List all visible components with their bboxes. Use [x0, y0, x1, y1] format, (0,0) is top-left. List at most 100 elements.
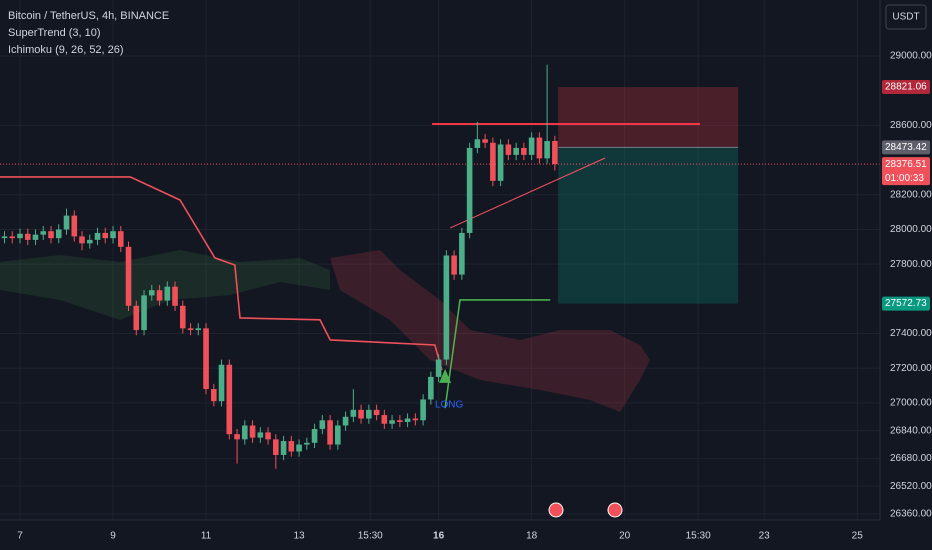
candle-body: [381, 415, 388, 424]
candle-body: [451, 255, 457, 275]
x-tick-label: 25: [852, 531, 864, 542]
candle-body: [164, 286, 171, 301]
candle-body: [404, 418, 411, 423]
candle-body: [226, 364, 233, 435]
candle-body: [234, 434, 240, 440]
price-tag-label: 28376.51: [885, 159, 927, 170]
x-tick-label: 16: [433, 531, 445, 542]
candle-body: [86, 239, 93, 244]
candle-body: [536, 137, 543, 159]
y-tick-label: 28600.00: [890, 120, 932, 131]
grid: [0, 0, 880, 520]
ichimoku-cloud-green: [0, 250, 330, 320]
candle-body: [241, 425, 248, 440]
drawing-line: [450, 157, 606, 229]
candle-body: [63, 215, 70, 230]
y-tick-label: 27200.00: [890, 363, 932, 374]
candle-body: [24, 233, 31, 240]
candle-body: [505, 144, 512, 155]
signal-arrow: [439, 368, 452, 383]
candle-body: [55, 229, 62, 239]
candle-body: [552, 141, 558, 165]
candle-body: [389, 420, 395, 424]
candle-body: [1, 236, 8, 239]
signal-label: LONG: [435, 400, 464, 411]
candle-body: [311, 428, 318, 443]
candle-body: [195, 328, 202, 331]
candle-body: [32, 234, 39, 240]
candle-body: [156, 290, 163, 301]
y-tick-label: 26840.00: [890, 425, 932, 436]
candle-body: [528, 137, 535, 155]
candle-body: [420, 399, 426, 421]
candle-body: [304, 442, 310, 445]
candle-body: [141, 295, 147, 331]
ichimoku-cloud-red: [330, 250, 650, 412]
supertrend-line: [444, 299, 551, 409]
candle-body: [397, 420, 403, 423]
candle-body: [17, 233, 23, 239]
x-tick-label: 15:30: [358, 531, 383, 542]
candle-body: [327, 420, 333, 445]
chart-title: Bitcoin / TetherUS, 4h, BINANCE: [8, 10, 169, 22]
candle-body: [358, 409, 364, 419]
candle-body: [443, 255, 450, 360]
candle-body: [187, 328, 194, 331]
x-tick-label: 11: [201, 531, 212, 542]
candle-body: [521, 147, 527, 155]
candle-body: [319, 420, 326, 429]
candle-body: [117, 231, 124, 247]
price-tag-label: 28473.42: [885, 142, 927, 153]
price-tag: [882, 296, 930, 311]
x-tick-label: 13: [294, 531, 306, 542]
x-tick-label: 15:30: [686, 531, 711, 542]
x-tick-label: 9: [110, 531, 116, 542]
target-zone: [558, 147, 739, 304]
price-tag: [882, 80, 930, 95]
candle-body: [257, 432, 264, 438]
event-icon[interactable]: [548, 502, 564, 518]
y-tick-label: 27400.00: [890, 328, 932, 339]
y-tick-label: 29000.00: [890, 51, 932, 62]
y-tick-label: 28200.00: [890, 189, 932, 200]
candle-body: [203, 328, 209, 390]
indicator-label: SuperTrend (3, 10): [8, 27, 101, 39]
candle-body: [273, 439, 279, 455]
currency-button[interactable]: [885, 4, 927, 30]
candle-body: [218, 364, 225, 402]
x-tick-label: 18: [526, 531, 538, 542]
price-tag-label: 27572.73: [885, 298, 927, 309]
indicator-label: Ichimoku (9, 26, 52, 26): [8, 44, 124, 56]
candle-body: [474, 139, 481, 148]
candle-body: [459, 232, 465, 275]
candle-body: [71, 215, 78, 237]
candle-body: [249, 425, 256, 438]
y-tick-label: 26520.00: [890, 481, 932, 492]
candle-body: [544, 141, 550, 159]
x-tick-label: 23: [759, 531, 771, 542]
candle-body: [428, 376, 434, 400]
candle-body: [211, 389, 217, 402]
candle-body: [366, 409, 372, 419]
event-icon[interactable]: [607, 502, 623, 518]
candle-body: [79, 236, 85, 244]
y-tick-label: 26360.00: [890, 509, 932, 520]
candle-body: [48, 231, 54, 239]
candle-body: [373, 409, 380, 416]
candle-body: [133, 305, 140, 331]
candle-body: [179, 305, 186, 329]
candle-body: [342, 416, 349, 426]
candle-body: [497, 144, 504, 181]
candle-body: [110, 231, 116, 239]
candle-body: [513, 147, 519, 155]
candle-body: [412, 418, 419, 421]
candle-body: [40, 231, 47, 235]
y-tick-label: 27000.00: [890, 398, 932, 409]
candle-body: [490, 142, 496, 181]
currency-label[interactable]: USDT: [892, 12, 919, 23]
candle-body: [288, 441, 295, 452]
candle-body: [435, 359, 442, 377]
price-tag: [882, 157, 930, 186]
